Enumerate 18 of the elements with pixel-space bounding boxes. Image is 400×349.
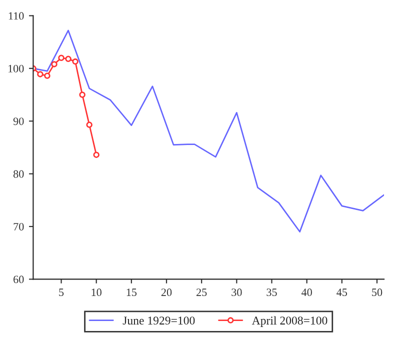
legend-label: June 1929=100 — [122, 316, 195, 325]
x-tick-label: 5 — [59, 288, 64, 296]
x-tick-label: 20 — [161, 288, 172, 296]
y-tick-label: 90 — [13, 118, 24, 126]
y-tick-label: 80 — [13, 170, 24, 178]
x-tick-label: 30 — [232, 288, 242, 296]
y-tick-label: 110 — [8, 12, 24, 20]
y-tick-label: 100 — [8, 64, 24, 72]
x-tick-label: 15 — [126, 288, 137, 296]
x-tick-label: 25 — [196, 288, 207, 296]
x-tick-label: 10 — [92, 288, 102, 296]
y-tick-label: 70 — [14, 222, 24, 230]
x-tick-label: 40 — [301, 288, 312, 296]
y-tick-label: 60 — [14, 276, 24, 284]
x-tick-label: 50 — [372, 288, 382, 296]
x-tick-label: 45 — [336, 288, 348, 296]
x-tick-label: 35 — [266, 288, 277, 296]
legend-label: April 2008=100 — [252, 316, 328, 327]
